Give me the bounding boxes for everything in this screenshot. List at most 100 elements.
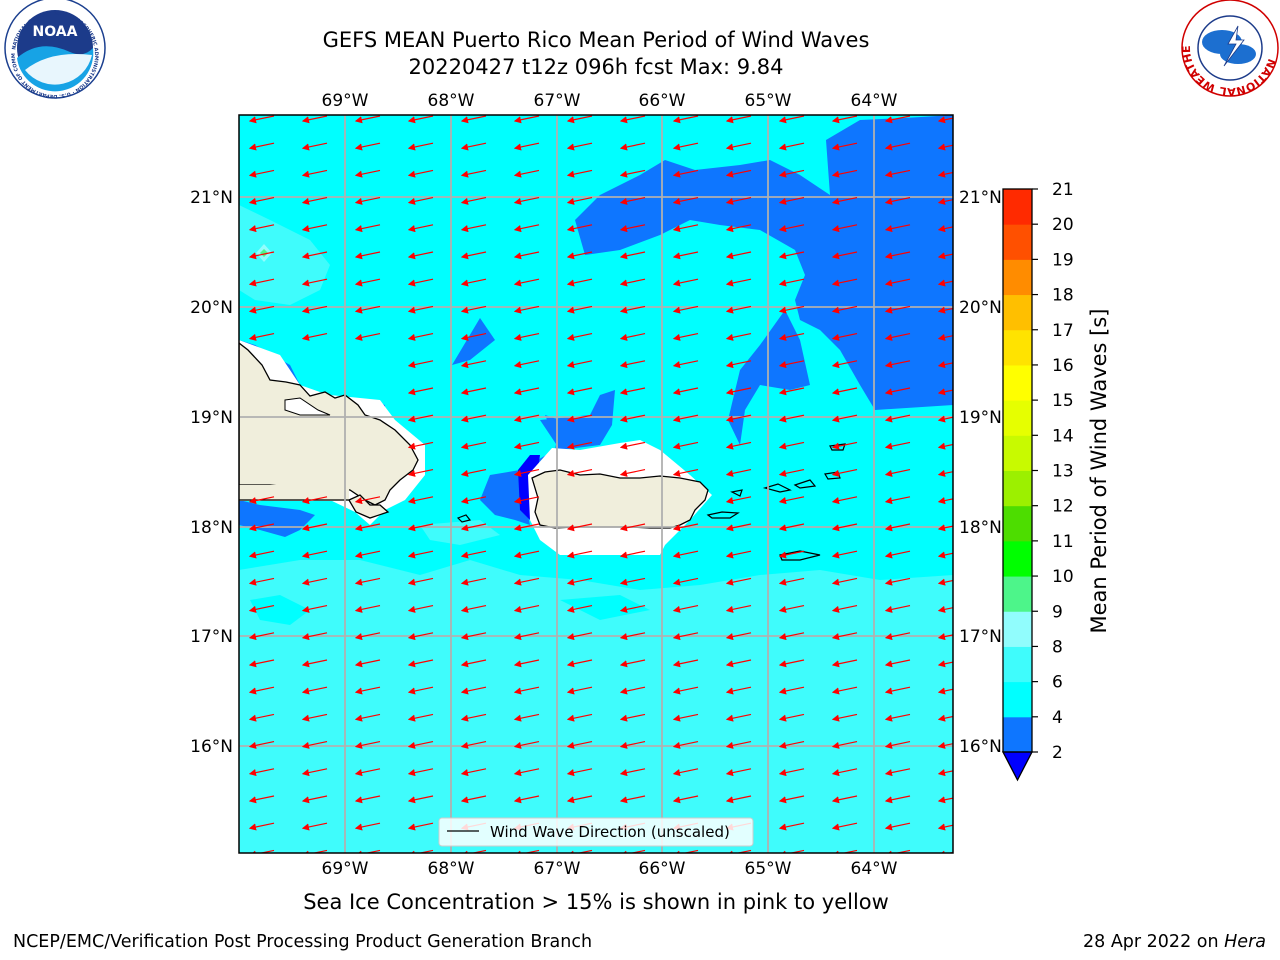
wave-direction-arrow	[301, 523, 328, 532]
wave-direction-arrow	[407, 550, 434, 559]
wave-direction-arrow	[513, 305, 540, 314]
wave-direction-arrow	[248, 523, 275, 532]
wave-direction-arrow	[354, 822, 381, 831]
wave-direction-arrow	[672, 441, 699, 450]
wave-direction-arrow	[619, 605, 646, 613]
wave-direction-arrow	[831, 441, 858, 450]
wave-direction-arrow	[619, 523, 646, 532]
wave-direction-arrow	[725, 169, 752, 178]
wave-direction-arrow	[884, 115, 911, 124]
sea-ice-caption: Sea Ice Concentration > 15% is shown in …	[303, 890, 889, 914]
wave-direction-arrow	[831, 197, 858, 205]
wave-direction-arrow	[301, 496, 328, 505]
lon-labels-top: 69°W 68°W 67°W 66°W 65°W 64°W	[322, 91, 898, 111]
wave-direction-arrow	[725, 333, 752, 341]
wave-direction-arrow	[566, 550, 593, 559]
wave-direction-arrow	[619, 197, 646, 205]
wave-direction-arrow	[937, 361, 953, 369]
wave-direction-arrow	[619, 577, 646, 586]
wave-direction-arrow	[884, 197, 911, 205]
wave-direction-arrow	[672, 741, 699, 749]
colorbar-tick-label: 15	[1052, 391, 1074, 411]
wind-wave-arrows	[248, 115, 953, 853]
lat-label: 18°N	[959, 518, 1002, 538]
wave-direction-arrow	[831, 169, 858, 178]
wave-direction-arrow	[407, 605, 434, 613]
wave-direction-arrow	[778, 768, 805, 777]
wave-direction-arrow	[354, 333, 381, 341]
colorbar-segment	[1003, 400, 1032, 436]
wave-direction-arrow	[937, 388, 953, 396]
wave-direction-arrow	[831, 333, 858, 341]
wave-direction-arrow	[619, 169, 646, 178]
wave-direction-arrow	[513, 115, 540, 124]
wave-direction-arrow	[248, 169, 275, 178]
wave-direction-arrow	[937, 578, 953, 586]
wave-direction-arrow	[725, 741, 752, 749]
lat-label: 19°N	[190, 408, 233, 428]
wave-direction-arrow	[301, 713, 328, 722]
wave-direction-arrow	[407, 197, 434, 205]
wave-direction-arrow	[460, 768, 487, 777]
wave-direction-arrow	[460, 142, 487, 151]
wave-direction-arrow	[619, 387, 646, 396]
wave-direction-arrow	[831, 115, 858, 124]
wave-direction-arrow	[460, 469, 487, 477]
wave-direction-arrow	[672, 169, 699, 178]
colorbar-segment	[1003, 364, 1032, 401]
wave-direction-arrow	[725, 305, 752, 314]
wave-direction-arrow	[884, 713, 911, 722]
wave-direction-arrow	[566, 469, 593, 477]
wave-direction-arrow	[248, 605, 275, 613]
wave-direction-arrow	[354, 142, 381, 151]
lat-label: 18°N	[190, 518, 233, 538]
colorbar-tick-label: 9	[1052, 602, 1063, 622]
colorbar-tick-label: 14	[1052, 426, 1074, 446]
wave-direction-arrow	[831, 251, 858, 260]
wave-direction-arrow	[354, 224, 381, 233]
wave-direction-arrow	[301, 686, 328, 695]
wave-direction-arrow	[937, 551, 953, 559]
lon-label: 64°W	[851, 859, 898, 879]
wave-direction-arrow	[301, 197, 328, 205]
wave-direction-arrow	[301, 577, 328, 586]
wave-direction-arrow	[354, 251, 381, 260]
legend-label: Wind Wave Direction (unscaled)	[490, 823, 730, 841]
wave-direction-arrow	[301, 632, 328, 641]
wave-direction-arrow	[566, 115, 593, 124]
wave-direction-arrow	[619, 632, 646, 641]
footer-date: 28 Apr 2022 on Hera	[1083, 932, 1266, 952]
wave-direction-arrow	[884, 142, 911, 151]
lon-label: 65°W	[745, 859, 792, 879]
footer-date-text: 28 Apr 2022 on	[1083, 932, 1225, 952]
wave-direction-arrow	[566, 278, 593, 287]
wave-direction-arrow	[248, 251, 275, 260]
wave-direction-arrow	[778, 333, 805, 341]
wave-direction-arrow	[672, 686, 699, 695]
wave-direction-arrow	[884, 768, 911, 777]
wave-direction-arrow	[248, 741, 275, 749]
wave-direction-arrow	[672, 523, 699, 532]
lat-label: 21°N	[190, 188, 233, 208]
wave-direction-arrow	[248, 659, 275, 668]
wave-direction-arrow	[831, 278, 858, 287]
wave-direction-arrow	[672, 414, 699, 423]
lon-label: 68°W	[428, 91, 475, 111]
wave-direction-arrow	[460, 333, 487, 341]
wave-direction-arrow	[460, 523, 487, 532]
wave-direction-arrow	[513, 659, 540, 668]
wave-direction-arrow	[301, 768, 328, 777]
hispaniola-south-coast	[239, 494, 390, 519]
lat-label: 17°N	[959, 627, 1002, 647]
wave-direction-arrow	[831, 224, 858, 233]
colorbar-segments	[1003, 189, 1032, 753]
wave-direction-arrow	[407, 251, 434, 260]
colorbar-tick-label: 10	[1052, 567, 1074, 587]
wave-direction-arrow	[672, 768, 699, 777]
footer-branch: NCEP/EMC/Verification Post Processing Pr…	[13, 932, 593, 952]
wave-direction-arrow	[619, 469, 646, 477]
wave-direction-arrow	[937, 225, 953, 233]
wave-direction-arrow	[884, 523, 911, 532]
wave-direction-arrow	[460, 795, 487, 804]
wave-direction-arrow	[619, 414, 646, 423]
